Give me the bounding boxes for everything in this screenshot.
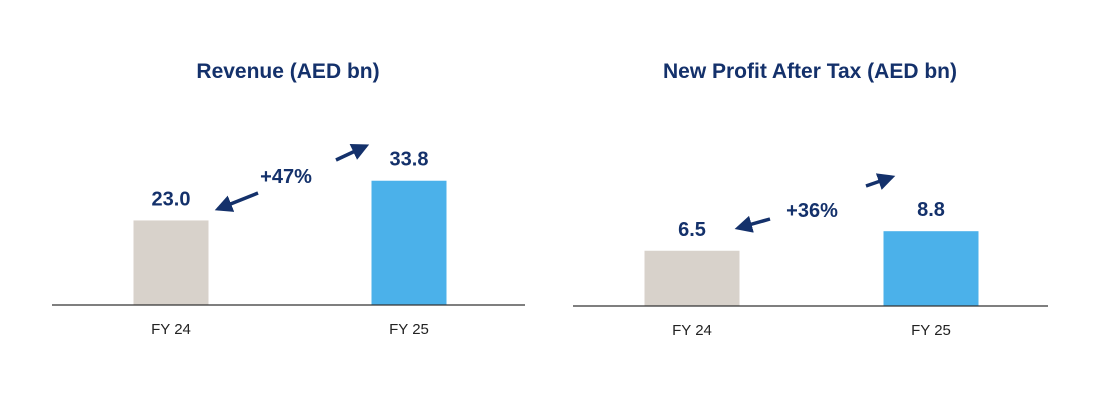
revenue-value-label-fy24: 23.0 bbox=[152, 188, 191, 210]
revenue-tick-label-fy25: FY 25 bbox=[389, 321, 429, 338]
profit-tick-label-fy25: FY 25 bbox=[911, 322, 951, 339]
profit-growth-arrow-left bbox=[734, 215, 771, 233]
revenue-bar-fy24 bbox=[133, 220, 209, 305]
revenue-growth-arrow-right bbox=[335, 143, 370, 162]
profit-bar-fy24 bbox=[644, 250, 740, 306]
revenue-tick-label-fy24: FY 24 bbox=[151, 321, 191, 338]
revenue-growth-label: +47% bbox=[260, 166, 312, 188]
profit-chart: New Profit After Tax (AED bn) 6.5 8.8 FY… bbox=[573, 60, 1048, 339]
profit-growth-arrow-right bbox=[865, 173, 896, 190]
revenue-chart-title: Revenue (AED bn) bbox=[196, 60, 379, 83]
profit-value-label-fy25: 8.8 bbox=[917, 199, 945, 221]
revenue-chart: Revenue (AED bn) 23.0 33.8 FY 24 FY 25 +… bbox=[52, 60, 525, 338]
profit-chart-title: New Profit After Tax (AED bn) bbox=[663, 60, 957, 83]
revenue-bar-fy25 bbox=[371, 180, 447, 305]
profit-value-label-fy24: 6.5 bbox=[678, 219, 706, 241]
profit-bar-fy25 bbox=[883, 231, 979, 306]
profit-tick-label-fy24: FY 24 bbox=[672, 322, 712, 339]
profit-growth-label: +36% bbox=[786, 200, 838, 222]
revenue-value-label-fy25: 33.8 bbox=[390, 149, 429, 171]
revenue-growth-arrow-left bbox=[214, 191, 259, 212]
